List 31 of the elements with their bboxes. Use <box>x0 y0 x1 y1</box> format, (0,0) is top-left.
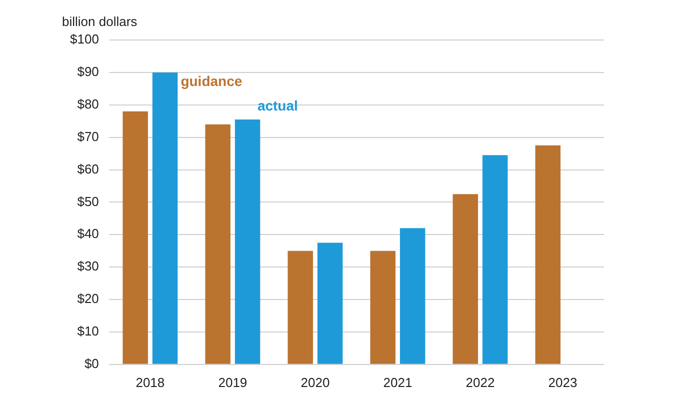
x-tick-label: 2022 <box>466 374 495 390</box>
x-tick-label: 2023 <box>548 374 578 390</box>
y-tick-label: $70 <box>77 128 99 144</box>
bar <box>317 242 343 364</box>
bar <box>370 250 396 364</box>
y-tick-label: $30 <box>77 258 99 274</box>
bar <box>152 72 178 364</box>
y-axis-title: billion dollars <box>62 14 138 29</box>
bar <box>122 111 148 364</box>
y-tick-label: $90 <box>77 64 99 80</box>
bar <box>288 250 313 364</box>
y-tick-label: $100 <box>70 32 99 47</box>
bar <box>482 155 508 364</box>
bar <box>535 145 561 364</box>
bar <box>234 119 260 364</box>
y-tick-label: $50 <box>77 194 99 209</box>
y-tick-label: $80 <box>77 96 99 112</box>
x-tick-label: 2021 <box>383 374 412 390</box>
text: guidance <box>180 73 242 90</box>
y-tick-label: $60 <box>77 161 99 176</box>
x-tick-label: 2018 <box>136 374 165 390</box>
x-tick-label: 2019 <box>218 374 248 390</box>
y-tick-label: $0 <box>84 356 99 371</box>
bar <box>400 228 426 364</box>
x-tick-label: 2020 <box>300 374 330 390</box>
series-label: actual <box>257 97 298 114</box>
y-tick-label: $20 <box>77 291 99 306</box>
bar <box>452 194 478 364</box>
y-tick-label: $10 <box>77 324 99 339</box>
bar <box>205 124 230 364</box>
y-tick-label: $40 <box>77 226 99 242</box>
